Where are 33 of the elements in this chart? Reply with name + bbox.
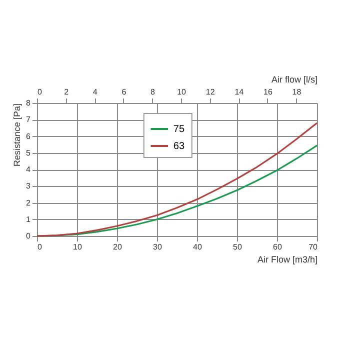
y-axis-title: Resistance [Pa] [12,104,22,167]
x-tick-label: 30 [153,242,162,252]
x-tick-label: 20 [113,242,122,252]
x2-axis-title: Air flow [l/s] [271,74,318,84]
y-tick-label: 5 [26,148,32,158]
x-tick-label: 10 [73,242,82,252]
x-tick-label: 60 [273,242,282,252]
y-tick-label: 7 [26,115,32,124]
y-tick-label: 3 [26,182,32,191]
y-tick-label: 4 [26,165,32,174]
legend-label: 75 [173,124,185,135]
x2-tick-label: 10 [177,88,187,96]
y-tick-label: 6 [26,132,32,141]
x2-tick-label: 4 [92,88,98,96]
x-tick-label: 0 [38,242,42,252]
x2-tick-label: 18 [292,88,302,96]
x2-tick-label: 0 [38,88,42,96]
x2-tick-label: 14 [234,88,244,96]
x2-tick-label: 8 [150,88,156,96]
x2-tick-label: 2 [64,88,70,96]
x-tick-label: 70 [308,242,318,252]
y-tick-label: 2 [26,198,32,208]
x-axis-title: Air Flow [m3/h] [257,254,318,264]
x-tick-label: 40 [193,242,202,252]
y-tick-label: 1 [26,214,32,224]
y-tick-label: 0 [26,232,32,240]
x2-tick-label: 12 [206,88,216,96]
legend-label: 63 [173,141,185,152]
x2-tick-label: 16 [264,88,273,96]
x2-tick-label: 6 [122,88,127,96]
line-series [36,122,318,237]
x-tick-label: 50 [233,242,242,252]
y-tick-label: 8 [26,98,32,108]
